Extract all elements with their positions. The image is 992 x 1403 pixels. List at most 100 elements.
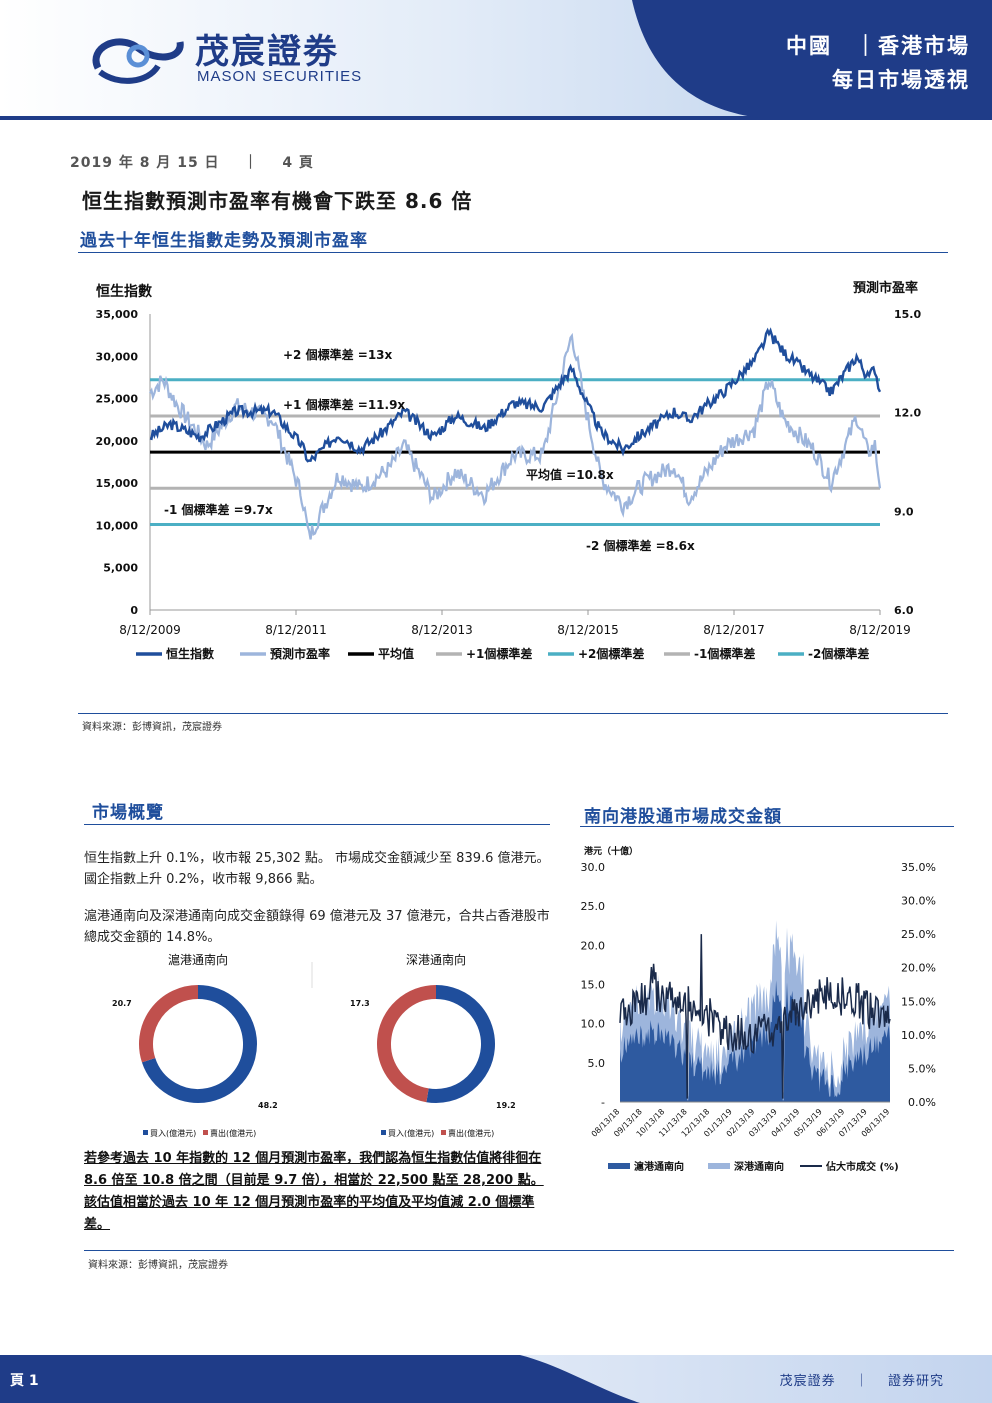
southbound-donuts: 滬港通南向 48.2 20.7 買入(億港元) 賣出(億港元) 深港通南向 19.2 17.3…: [112, 952, 516, 1138]
footer-right: 茂宸證券 ｜ 證券研究: [780, 1370, 944, 1389]
area-shenzhen: [620, 920, 890, 1102]
left-tick-label: 20,000: [96, 435, 139, 448]
date-separator: ｜: [243, 155, 259, 171]
shenzhen-donut-slice: [426, 985, 495, 1103]
footer-sep: ｜: [854, 1374, 869, 1389]
hsi-pe-chart: 恒生指數 預測市盈率35,00030,00025,00020,00015,0001…: [96, 280, 922, 661]
hsi-series-line: [149, 327, 882, 463]
section1-bottom-rule: [78, 713, 948, 714]
page-count: 4 頁: [282, 155, 314, 171]
right-tick-label: 12.0: [894, 407, 921, 420]
overview-paragraph-2: 滬港通南向及深港通南向成交金額錄得 69 億港元及 37 億港元，合共占香港股市…: [84, 909, 550, 945]
area-left-tick: 25.0: [581, 900, 606, 913]
x-tick-label: 8/12/2015: [557, 623, 619, 637]
area-pct-line: [619, 934, 891, 1099]
legend-label: +1個標準差: [466, 646, 532, 661]
area-left-tick: 30.0: [581, 861, 606, 874]
shenzhen-legend-swatch: [381, 1130, 386, 1135]
right-tick-label: 6.0: [894, 604, 914, 617]
band-annotation: 平均值 =10.8x: [526, 467, 614, 482]
logo-english: MASON SECURITIES: [197, 68, 363, 85]
section1-title: 過去十年恒生指數走勢及預測市盈率: [80, 231, 368, 251]
band-annotation: -2 個標準差 =8.6x: [586, 538, 695, 553]
shanghai-legend-label: 買入(億港元): [150, 1128, 196, 1138]
area-legend-label: 深港通南向: [734, 1160, 784, 1173]
shanghai-buy-label: 48.2: [258, 1101, 278, 1110]
legend-label: 平均值: [378, 646, 414, 661]
left-tick-label: 25,000: [96, 393, 139, 406]
footer-banner: [0, 1355, 992, 1403]
x-tick-label: 8/12/2009: [119, 623, 181, 637]
shanghai-legend-label: 賣出(億港元): [210, 1128, 256, 1138]
area-shanghai: [620, 980, 890, 1102]
section2-bottom-rule: [84, 1250, 954, 1251]
band-annotation: +1 個標準差 =11.9x: [283, 397, 405, 412]
shanghai-donut-slice: [139, 985, 199, 1063]
right-tick-label: 9.0: [894, 505, 914, 518]
area-right-tick: 15.0%: [901, 995, 936, 1008]
area-left-tick: 5.0: [588, 1057, 606, 1070]
area-right-tick: 5.0%: [908, 1062, 936, 1075]
area-left-axis-title: 港元（十億）: [584, 845, 638, 857]
left-tick-label: 0: [130, 604, 138, 617]
shenzhen-donut-title: 深港通南向: [406, 952, 466, 967]
left-tick-label: 30,000: [96, 350, 139, 363]
logo-chinese: 茂宸證劵: [195, 32, 339, 72]
area-legend-label: 佔大市成交 (%): [825, 1160, 899, 1173]
area-right-tick: 25.0%: [901, 928, 936, 941]
shenzhen-legend-swatch: [441, 1130, 446, 1135]
date-line: 2019 年 8 月 15 日 ｜ 4 頁: [70, 152, 314, 172]
legend-label: 預測市盈率: [270, 646, 330, 661]
legend-label: -1個標準差: [694, 646, 755, 661]
shenzhen-buy-label: 19.2: [496, 1101, 516, 1110]
band-annotation: -1 個標準差 =9.7x: [164, 502, 273, 517]
legend-label: -2個標準差: [808, 646, 869, 661]
section1-rule: [78, 252, 948, 253]
right-tick-label: 15.0: [894, 308, 921, 321]
area-left-tick: -: [601, 1096, 605, 1109]
area-right-tick: 0.0%: [908, 1096, 936, 1109]
left-tick-label: 15,000: [96, 477, 139, 490]
area-right-tick: 10.0%: [901, 1029, 936, 1042]
main-title: 恒生指數預測市盈率有機會下跌至 8.6 倍: [82, 189, 473, 213]
area-right-tick: 30.0%: [901, 895, 936, 908]
shanghai-legend-swatch: [203, 1130, 208, 1135]
valuation-note: 若參考過去 10 年指數的 12 個月預測市盈率，我們認為恒生指數估值將徘徊在 …: [84, 1151, 544, 1232]
southbound-rule: [580, 826, 954, 827]
section2-source: 資料來源：彭博資訊，茂宸證券: [88, 1260, 228, 1271]
right-axis-title: 預測市盈率: [853, 280, 918, 296]
left-tick-label: 35,000: [96, 308, 139, 321]
x-tick-label: 8/12/2011: [265, 623, 327, 637]
southbound-turnover-title: 南向港股通市場成交金額: [584, 807, 782, 827]
overview-paragraph-1: 恒生指數上升 0.1%，收市報 25,302 點。 市場成交金額減少至 839.…: [84, 851, 550, 887]
shanghai-donut-title: 滬港通南向: [168, 952, 228, 967]
area-left-tick: 20.0: [581, 939, 606, 952]
area-left-tick: 10.0: [581, 1018, 606, 1031]
left-tick-label: 10,000: [96, 519, 139, 532]
header-publication: 每日市場透視: [832, 68, 970, 92]
x-tick-label: 8/12/2013: [411, 623, 473, 637]
logo-icon: [92, 38, 184, 84]
shanghai-legend-swatch: [143, 1130, 148, 1135]
shanghai-donut-slice: [141, 985, 257, 1103]
southbound-turnover-chart: 港元（十億） 30.0 25.0 20.0 15.0 10.0 5.0 - 35.0% 30.0%…: [581, 845, 937, 1173]
header-region: 中國 ｜香港市場: [786, 34, 970, 58]
left-axis-title: 恒生指數: [96, 283, 152, 300]
footer-page: 頁 1: [10, 1373, 39, 1389]
pe-series-line: [149, 332, 882, 540]
section1-source: 資料來源：彭博資訊，茂宸證券: [82, 722, 222, 733]
area-right-tick: 20.0%: [901, 962, 936, 975]
area-legend-swatch: [708, 1163, 730, 1169]
area-left-tick: 15.0: [581, 979, 606, 992]
market-overview-rule: [84, 824, 550, 825]
x-tick-label: 8/12/2019: [849, 623, 911, 637]
x-tick-label: 8/12/2017: [703, 623, 765, 637]
market-overview-title: 市場概覽: [92, 803, 164, 823]
legend-label: 恒生指數: [166, 646, 214, 661]
area-legend-label: 滬港通南向: [634, 1160, 684, 1173]
report-date: 2019 年 8 月 15 日: [70, 155, 220, 171]
area-right-tick: 35.0%: [901, 861, 936, 874]
left-tick-label: 5,000: [103, 562, 138, 575]
shenzhen-legend-label: 賣出(億港元): [448, 1128, 494, 1138]
legend-label: +2個標準差: [578, 646, 644, 661]
